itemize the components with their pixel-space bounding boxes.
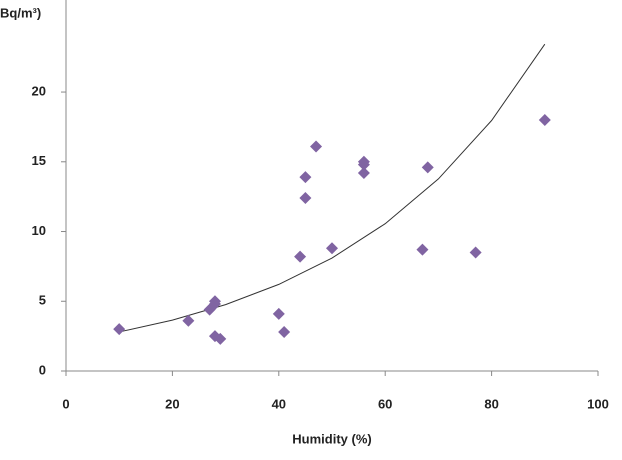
data-point xyxy=(416,243,429,256)
data-point xyxy=(299,192,312,205)
data-point xyxy=(113,323,126,336)
x-axis-label: Humidity (%) xyxy=(292,431,371,446)
data-point xyxy=(538,113,551,126)
data-point xyxy=(357,158,370,171)
data-point xyxy=(182,314,195,327)
x-tick-label: 40 xyxy=(272,396,286,411)
y-tick-label: 20 xyxy=(32,83,46,98)
data-point xyxy=(214,332,227,345)
data-point xyxy=(326,242,338,255)
x-tick-label: 100 xyxy=(587,396,609,411)
data-point xyxy=(357,166,370,179)
data-point xyxy=(208,298,221,311)
data-point xyxy=(272,307,285,320)
x-tick-label: 20 xyxy=(165,396,179,411)
data-point xyxy=(469,246,482,259)
x-tick-label: 80 xyxy=(484,396,498,411)
trendline xyxy=(119,43,546,333)
data-point xyxy=(294,250,307,263)
x-tick-label: 60 xyxy=(378,396,392,411)
x-tick-label: 0 xyxy=(62,396,69,411)
data-point xyxy=(278,325,291,338)
data-point xyxy=(310,140,323,153)
y-axis-label: Bq/m³) xyxy=(0,5,41,20)
y-tick-label: 0 xyxy=(39,362,46,377)
y-tick-label: 10 xyxy=(32,223,46,238)
data-point xyxy=(299,171,312,184)
y-tick-label: 5 xyxy=(39,293,46,308)
y-tick-label: 15 xyxy=(32,153,46,168)
data-point xyxy=(421,161,434,174)
